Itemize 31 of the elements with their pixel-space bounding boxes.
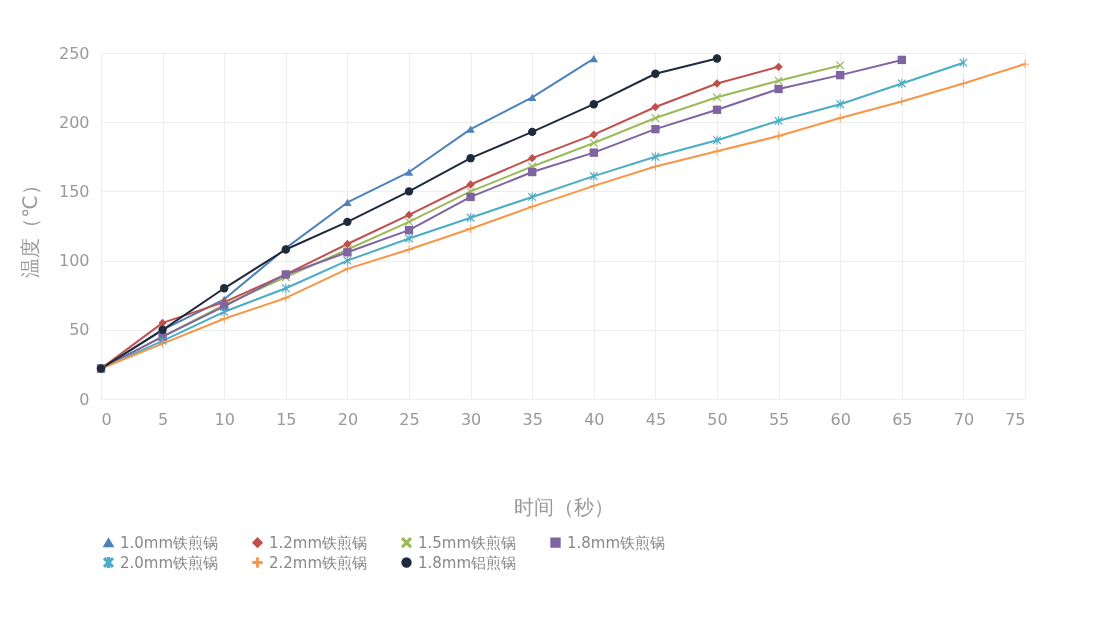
x-tick-label: 20: [337, 409, 359, 429]
legend-label: 2.2mm铁煎锅: [269, 553, 368, 572]
x-tick-label: 0: [101, 409, 112, 429]
x-tick-label: 70: [953, 409, 975, 429]
x-tick-label: 5: [158, 409, 169, 429]
y-tick-label: 150: [58, 181, 90, 201]
x-tick-label: 50: [707, 409, 728, 429]
x-axis-title: 时间（秒）: [513, 494, 614, 519]
legend-label: 2.0mm铁煎锅: [120, 553, 219, 572]
x-tick-label: 75: [1005, 409, 1026, 429]
x-tick-label: 35: [522, 409, 543, 429]
x-tick-label: 25: [399, 409, 420, 429]
legend-label: 1.5mm铁煎锅: [418, 533, 517, 552]
x-tick-label: 30: [460, 409, 482, 429]
legend-label: 1.8mm铁煎锅: [567, 533, 666, 552]
x-tick-label: 45: [645, 409, 667, 429]
x-tick-label: 15: [276, 409, 297, 429]
x-tick-label: 65: [892, 409, 913, 429]
legend-label: 1.0mm铁煎锅: [120, 533, 219, 552]
y-tick-label: 0: [79, 389, 90, 409]
y-tick-label: 250: [58, 43, 90, 63]
x-tick-label: 10: [214, 409, 235, 429]
y-tick-label: 200: [58, 112, 90, 132]
y-axis-title: 温度（℃）: [17, 175, 42, 278]
legend-label: 1.8mm铝煎锅: [418, 553, 517, 572]
x-tick-label: 55: [768, 409, 790, 429]
y-tick-label: 100: [58, 251, 90, 271]
x-tick-label: 60: [830, 409, 851, 429]
x-tick-label: 40: [584, 409, 605, 429]
legend-label: 1.2mm铁煎锅: [269, 533, 368, 552]
y-tick-label: 50: [69, 320, 90, 340]
